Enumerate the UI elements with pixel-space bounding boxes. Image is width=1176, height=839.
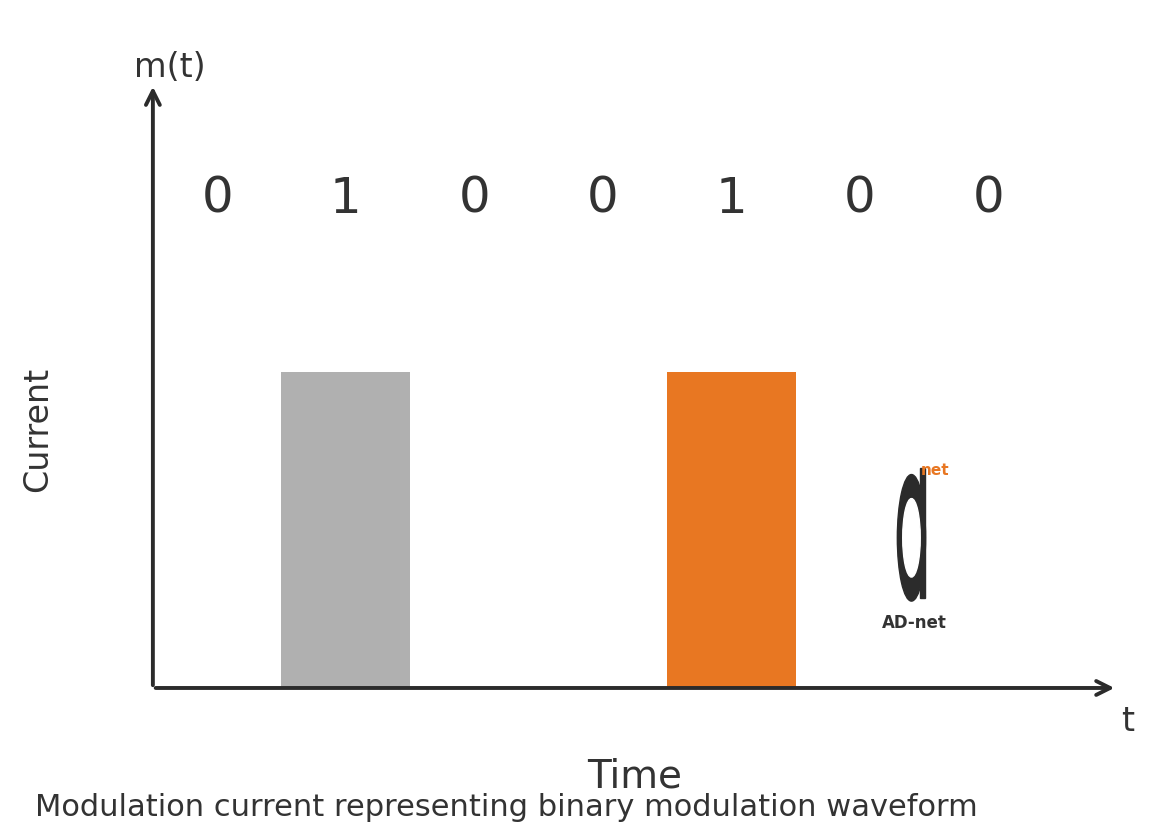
- Circle shape: [903, 498, 921, 577]
- Circle shape: [897, 475, 926, 601]
- Text: 0: 0: [587, 175, 619, 223]
- Text: Modulation current representing binary modulation waveform: Modulation current representing binary m…: [35, 793, 978, 822]
- Text: t: t: [1121, 706, 1134, 738]
- Text: AD-net: AD-net: [882, 614, 947, 632]
- Bar: [281, 372, 410, 688]
- Text: 1: 1: [330, 175, 361, 223]
- Text: 0: 0: [973, 175, 1004, 223]
- Text: 0: 0: [459, 175, 490, 223]
- Text: net: net: [921, 462, 950, 477]
- Text: Current: Current: [21, 367, 54, 492]
- FancyBboxPatch shape: [920, 468, 926, 598]
- Bar: [667, 372, 796, 688]
- Text: 0: 0: [844, 175, 876, 223]
- Text: 1: 1: [716, 175, 747, 223]
- Text: 0: 0: [201, 175, 233, 223]
- Text: m(t): m(t): [134, 51, 206, 84]
- Text: Time: Time: [588, 757, 682, 795]
